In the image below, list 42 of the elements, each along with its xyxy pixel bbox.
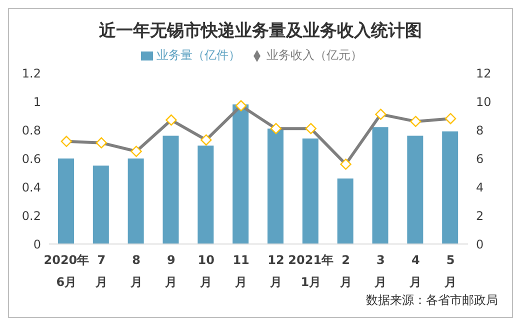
y2-tick-label: 4: [476, 180, 484, 194]
x-tick-label: 10 月: [198, 253, 214, 289]
bar: [232, 104, 249, 244]
x-tick-label: 5 月: [444, 253, 457, 289]
bar: [128, 158, 144, 244]
legend-label: 业务量（亿件）: [156, 48, 240, 62]
bar: [268, 128, 284, 244]
bar: [58, 158, 74, 244]
y2-tick-label: 8: [476, 123, 484, 138]
legend-label: 业务收入（亿元）: [266, 48, 362, 62]
x-tick-label: 8 月: [129, 253, 142, 289]
x-tick-label: 4 月: [408, 253, 422, 289]
bar: [302, 138, 318, 244]
bar: [92, 166, 109, 244]
source-note: 数据来源：各省市邮政局: [366, 292, 498, 309]
x-tick-label: 9 月: [164, 253, 178, 289]
bar: [442, 131, 458, 244]
x-tick-label: 2 月: [338, 253, 352, 289]
bar: [407, 136, 424, 244]
x-tick-label: 2021年 1月: [288, 253, 334, 289]
y-tick-label: 0: [33, 237, 41, 252]
x-tick-label: 2020年 6月: [44, 253, 90, 289]
x-tick-label: 12 月: [268, 253, 284, 289]
y-tick-label: 0.2: [22, 208, 41, 223]
y2-tick-label: 12: [476, 66, 492, 80]
y-tick-label: 0.8: [22, 123, 41, 138]
bar: [337, 178, 354, 244]
x-tick-label: 11 月: [232, 253, 250, 289]
y-tick-label: 0.6: [22, 152, 41, 166]
bar: [198, 146, 214, 244]
y2-tick-label: 0: [476, 237, 484, 252]
y-tick-label: 1.2: [22, 66, 41, 80]
y-tick-label: 0.4: [22, 180, 41, 194]
x-tick-label: 7 月: [94, 253, 108, 289]
y2-tick-label: 10: [476, 94, 492, 109]
y2-tick-label: 6: [476, 152, 484, 166]
y2-tick-label: 2: [476, 208, 484, 223]
x-tick-label: 3 月: [374, 253, 387, 289]
bar: [372, 127, 388, 244]
y-tick-label: 1: [33, 94, 41, 109]
bar: [162, 136, 179, 244]
chart-title: 近一年无锡市快递业务量及业务收入统计图: [98, 20, 423, 42]
